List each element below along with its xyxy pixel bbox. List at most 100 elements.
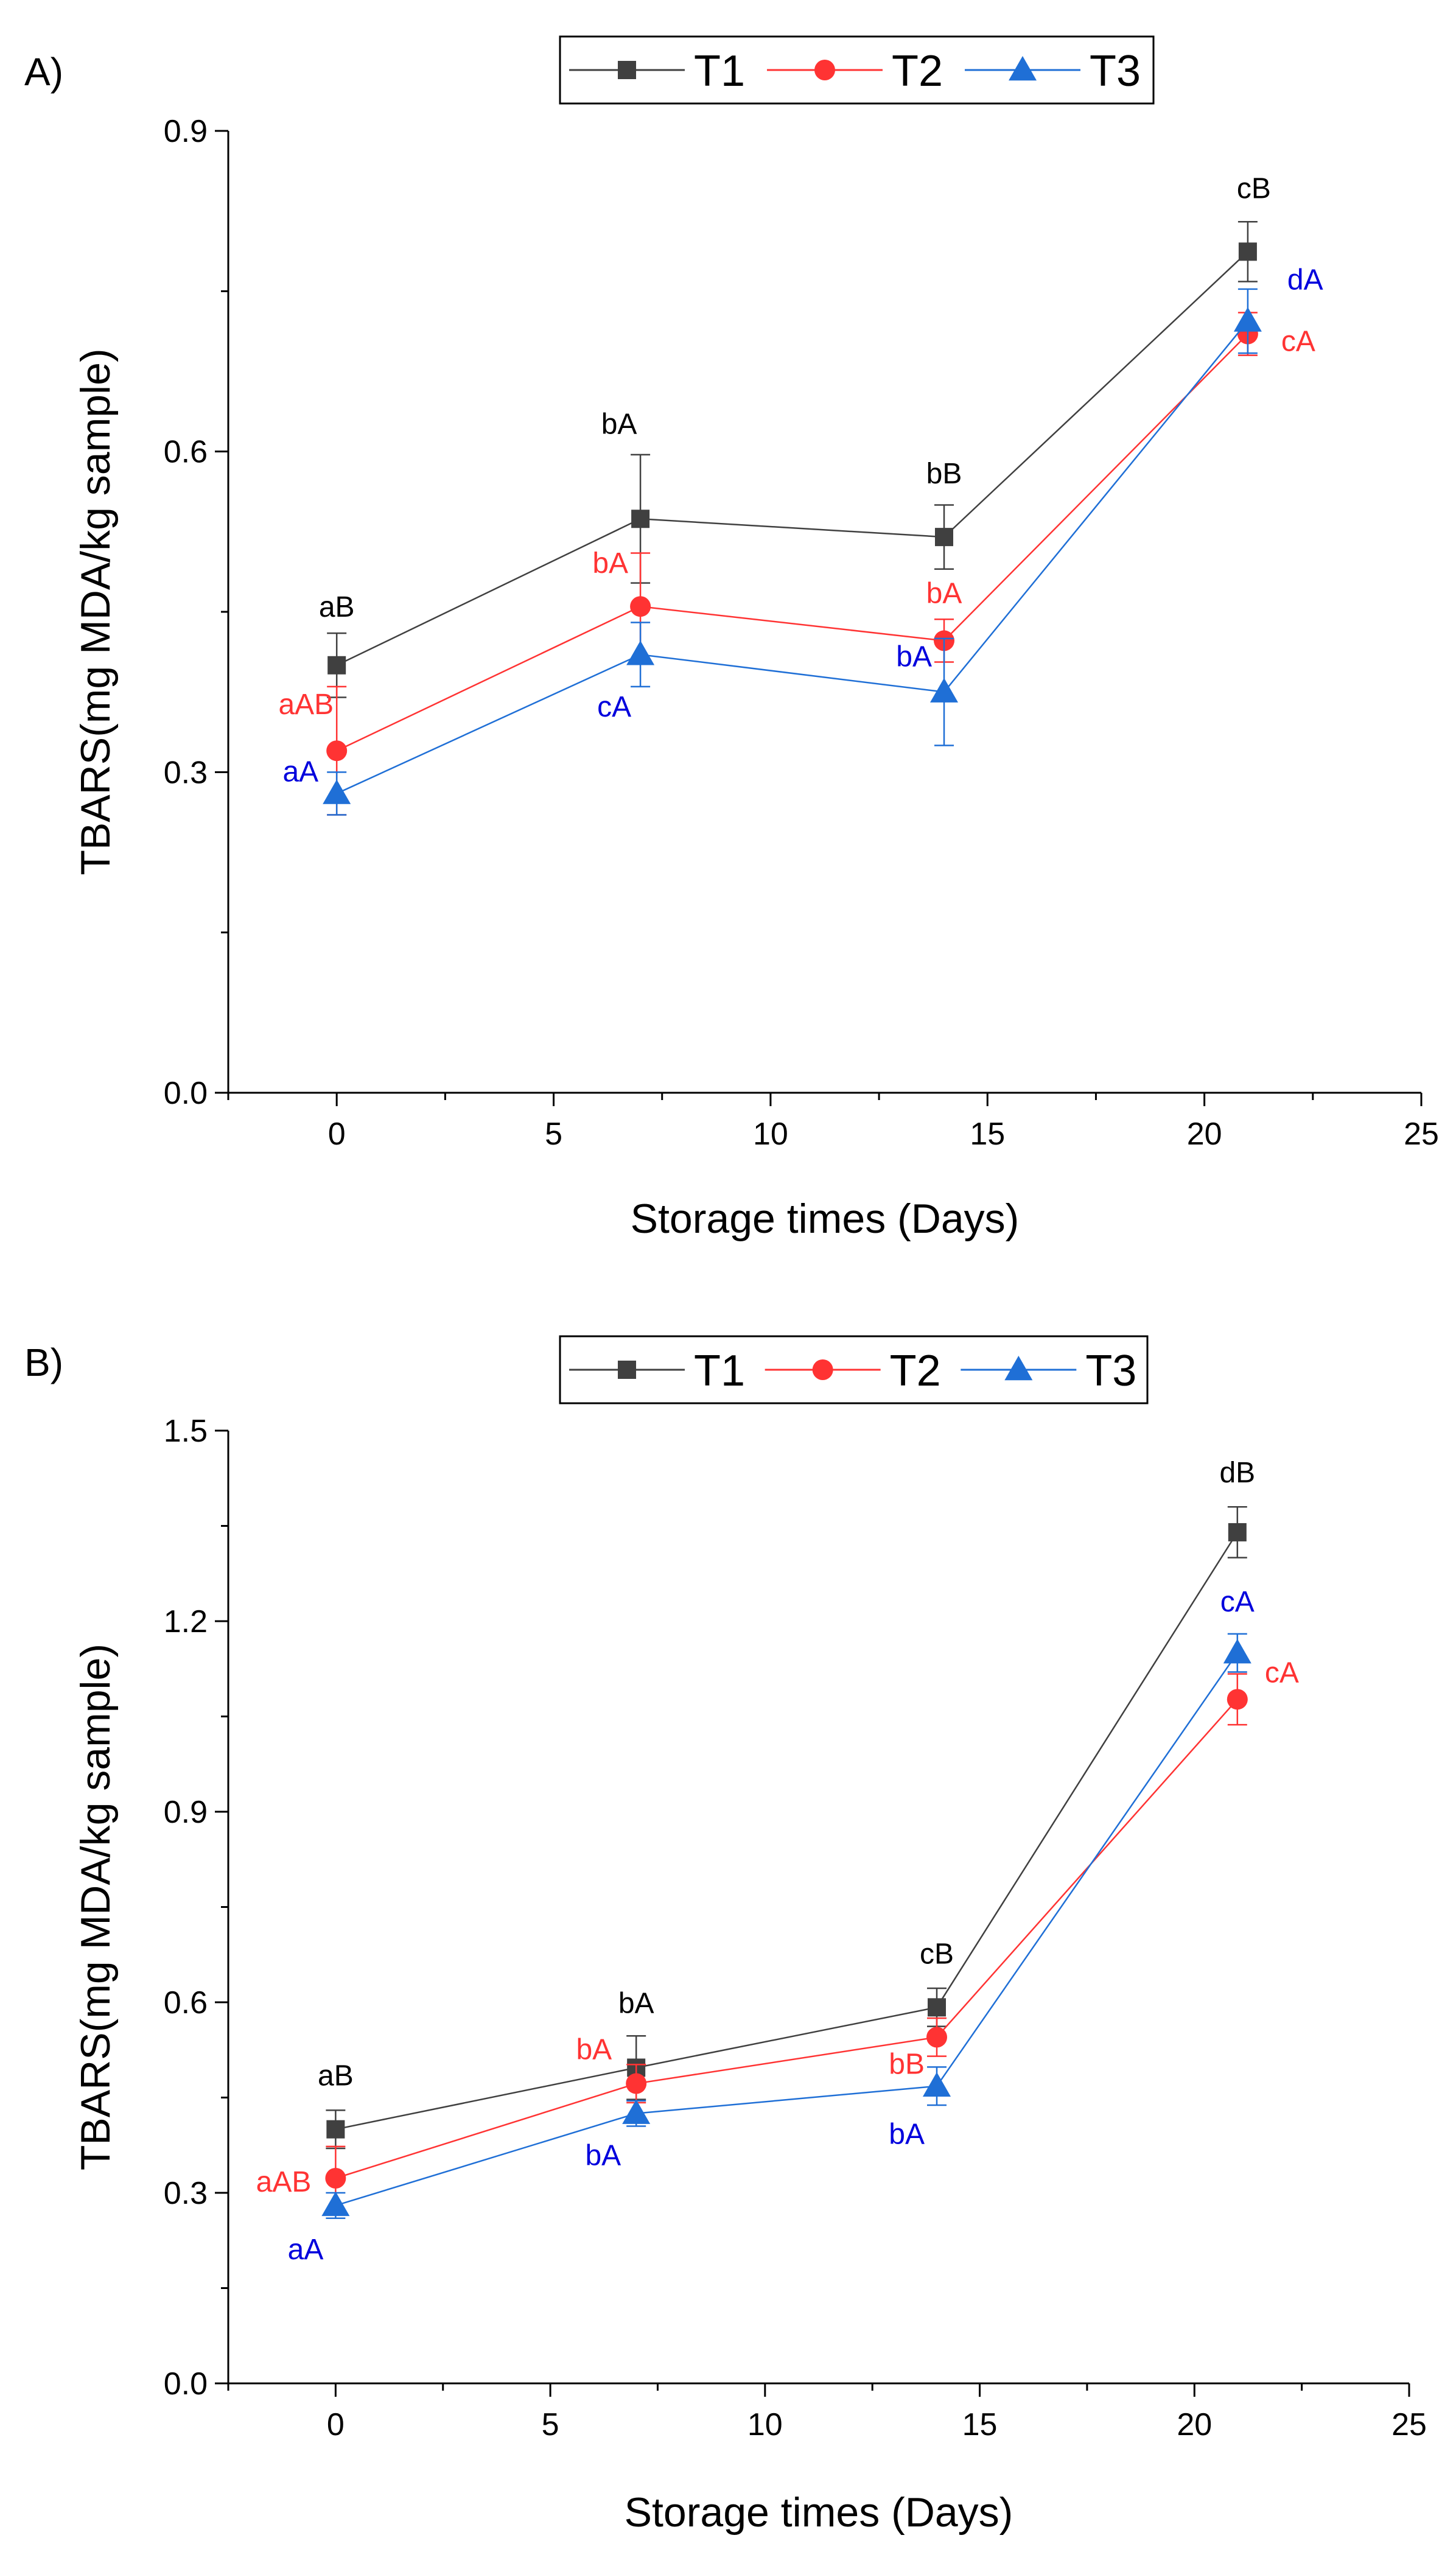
legend-marker-t1 (618, 61, 636, 79)
data-label: cA (1265, 1656, 1299, 1689)
y-tick-label: 0.3 (164, 2176, 208, 2211)
data-label: bB (926, 458, 962, 490)
data-label: cB (920, 1938, 954, 1970)
data-label: cB (1237, 172, 1271, 205)
data-label: bA (585, 2140, 621, 2172)
data-point-t1 (1228, 1523, 1247, 1541)
legend-label-t2: T2 (890, 1347, 941, 1395)
panel-label: A) (24, 50, 63, 94)
series-line-t2 (335, 1698, 1238, 2179)
data-point-t2 (325, 2168, 346, 2189)
x-tick-label: 25 (1404, 1116, 1439, 1152)
legend: T1 T2 T3 (559, 1335, 1149, 1404)
series-line-t2 (336, 333, 1248, 752)
panel-label: B) (24, 1341, 63, 1384)
data-point-t2 (926, 2027, 947, 2048)
series-line-t1 (335, 1532, 1238, 2130)
data-label: bA (576, 2034, 612, 2066)
data-label: cA (1220, 1586, 1255, 1618)
data-point-t3 (622, 2099, 651, 2124)
legend-marker-t3 (1004, 1356, 1033, 1381)
y-axis-label: TBARS(mg MDA/kg sample) (72, 348, 119, 875)
y-tick-label: 0.0 (164, 2366, 208, 2402)
data-label: bA (926, 577, 962, 609)
data-label: aA (282, 755, 318, 788)
data-point-t2 (626, 2073, 647, 2094)
data-label: aA (288, 2234, 324, 2266)
series-t3: aA cA bA dA (282, 264, 1323, 816)
data-label: bA (618, 1987, 654, 2019)
x-tick-label: 0 (327, 2407, 345, 2442)
series-t1: aB bA cB dB (318, 1457, 1255, 2150)
data-point-t3 (1233, 307, 1262, 332)
x-tick-label: 25 (1391, 2407, 1427, 2442)
data-label: dA (1287, 264, 1323, 296)
x-tick-label: 0 (328, 1116, 346, 1152)
x-tick-label: 20 (1187, 1116, 1222, 1152)
x-tick-label: 5 (545, 1116, 562, 1152)
x-tick-label: 20 (1177, 2407, 1212, 2442)
legend: T1 T2 T3 (559, 35, 1155, 105)
data-point-t1 (1238, 242, 1257, 261)
y-tick-label: 0.9 (164, 114, 208, 149)
series-t1: aB bA bB cB (319, 172, 1271, 698)
legend-marker-t2 (812, 1359, 833, 1380)
y-axis-label: TBARS(mg MDA/kg sample) (72, 1644, 119, 2170)
data-label: aAB (278, 689, 334, 721)
chart-panel-b: B) 0.0 0.3 0.6 0.9 1.2 1.5 0 5 10 15 20 25 Storage ti… (24, 1335, 1427, 2536)
x-tick-label: 10 (753, 1116, 788, 1152)
data-point-t2 (326, 740, 348, 762)
y-tick-label: 0.0 (164, 1076, 208, 1111)
legend-marker-t1 (618, 1361, 636, 1379)
data-point-t3 (626, 640, 655, 665)
y-tick-label: 0.3 (164, 755, 208, 790)
x-tick-label: 5 (542, 2407, 559, 2442)
data-point-t3 (930, 678, 958, 703)
legend-marker-t3 (1009, 56, 1037, 81)
data-label: bA (896, 641, 932, 673)
y-tick-label: 0.6 (164, 1985, 208, 2021)
x-tick-label: 10 (747, 2407, 783, 2442)
data-point-t3 (323, 779, 351, 804)
data-point-t3 (923, 2072, 951, 2097)
series-t2: aAB bA bB cA (256, 1656, 1299, 2211)
data-label: aB (318, 2060, 354, 2092)
data-label: cA (1281, 326, 1315, 358)
y-tick-label: 1.5 (164, 1414, 208, 1449)
x-axis-label: Storage times (Days) (631, 1196, 1020, 1242)
chart-panel-a: A) 0.0 0.3 0.6 0.9 0 5 10 15 20 25 Storage times (D… (24, 35, 1439, 1242)
data-label: cA (597, 691, 631, 723)
legend-label-t1: T1 (694, 1347, 745, 1395)
data-point-t2 (630, 596, 651, 617)
legend-label-t2: T2 (892, 47, 943, 96)
legend-label-t3: T3 (1085, 1347, 1136, 1395)
series-line-t3 (336, 320, 1248, 794)
data-point-t1 (327, 656, 346, 675)
data-label: aAB (256, 2166, 312, 2198)
data-point-t2 (1227, 1689, 1248, 1710)
legend-label-t1: T1 (694, 47, 745, 96)
series-line-t1 (336, 251, 1248, 666)
data-label: bA (601, 408, 637, 440)
data-point-t1 (631, 510, 650, 528)
series-line-t3 (335, 1652, 1238, 2207)
data-point-t1 (326, 2120, 345, 2139)
series-t2: aAB bA bA cA (278, 312, 1315, 816)
y-tick-label: 1.2 (164, 1604, 208, 1639)
data-label: aB (319, 591, 355, 623)
x-tick-label: 15 (970, 1116, 1005, 1152)
data-point-t3 (1223, 1639, 1251, 1664)
legend-marker-t2 (814, 60, 835, 80)
data-point-t1 (928, 1998, 946, 2017)
data-label: bA (592, 547, 628, 580)
data-point-t3 (321, 2191, 350, 2217)
data-point-t1 (935, 528, 953, 547)
y-tick-label: 0.9 (164, 1795, 208, 1830)
data-label: bB (889, 2048, 925, 2080)
legend-label-t3: T3 (1090, 47, 1141, 96)
y-tick-label: 0.6 (164, 435, 208, 470)
data-label: bA (889, 2119, 925, 2151)
data-label: dB (1219, 1457, 1255, 1489)
